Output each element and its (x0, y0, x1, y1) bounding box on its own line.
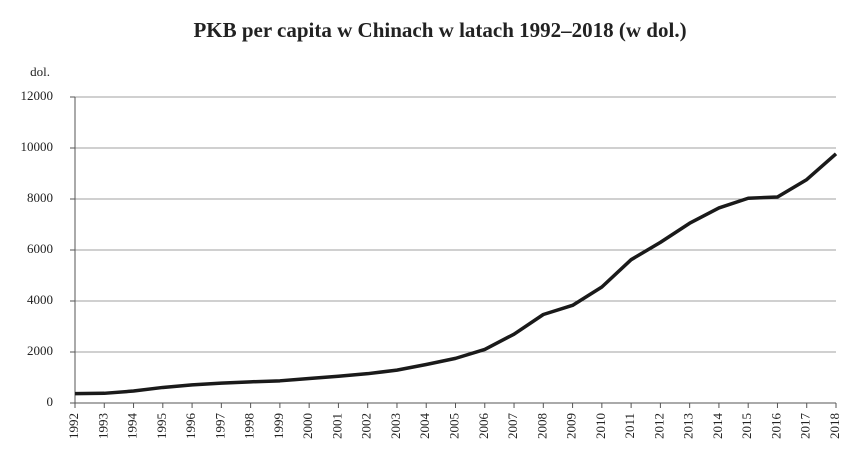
x-tick-label: 2014 (710, 413, 725, 440)
y-tick-label: 10000 (21, 139, 54, 154)
y-tick-label: 4000 (27, 292, 53, 307)
x-tick-label: 1996 (183, 413, 198, 440)
x-tick-label: 2002 (359, 413, 374, 439)
x-tick-label: 2007 (505, 413, 520, 440)
y-tick-label: 0 (47, 394, 54, 409)
x-tick-label: 2008 (534, 413, 549, 439)
x-tick-label: 1998 (242, 413, 257, 439)
x-tick-label: 2005 (446, 413, 461, 439)
x-tick-label: 2016 (768, 413, 783, 440)
x-tick-label: 2001 (329, 413, 344, 439)
x-tick-label: 1992 (66, 413, 81, 439)
x-tick-label: 1999 (271, 413, 286, 439)
x-tick-label: 2018 (827, 413, 842, 439)
x-tick-label: 1997 (212, 413, 227, 440)
x-tick-label: 2015 (739, 413, 754, 439)
x-tick-label: 2004 (417, 413, 432, 440)
x-tick-label: 1994 (125, 413, 140, 440)
x-tick-label: 1995 (154, 413, 169, 439)
y-tick-label: 8000 (27, 190, 53, 205)
x-tick-label: 2010 (593, 413, 608, 439)
x-tick-label: 2000 (300, 413, 315, 439)
x-tick-label: 2003 (388, 413, 403, 439)
x-tick-label: 1993 (95, 413, 110, 439)
line-series (74, 152, 838, 396)
y-tick-label: 6000 (27, 241, 53, 256)
x-tick-label: 2017 (798, 413, 813, 440)
chart-title: PKB per capita w Chinach w latach 1992–2… (193, 18, 686, 42)
x-tick-label: 2013 (681, 413, 696, 439)
y-tick-label: 2000 (27, 343, 53, 358)
y-tick-label: 12000 (21, 88, 54, 103)
x-tick-label: 2006 (476, 413, 491, 440)
x-tick-label: 2009 (564, 413, 579, 439)
x-tick-label: 2011 (622, 413, 637, 439)
y-axis-label: dol. (30, 64, 50, 79)
x-tick-label: 2012 (651, 413, 666, 439)
